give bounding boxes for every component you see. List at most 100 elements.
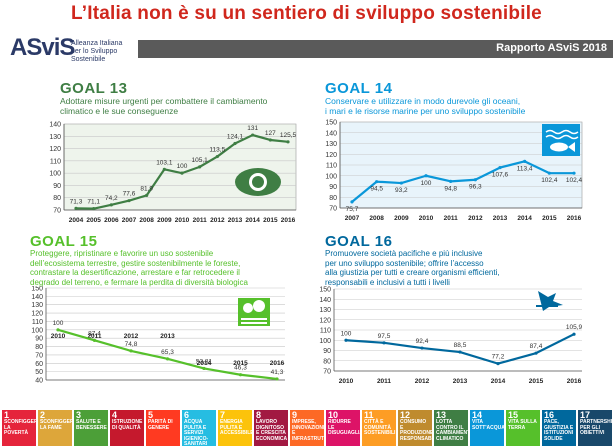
x-tick-label: 2005 [86,217,101,224]
sdg-tile: 5 PARITÀ DI GENERE [146,410,180,446]
x-tick-label: 2016 [567,215,582,222]
data-label: 71,1 [87,199,100,206]
goal16-title: GOAL 16 [325,233,393,250]
goal13-desc-line: Adottare misure urgenti per combattere i… [60,96,268,106]
data-label: 96,3 [469,184,482,191]
x-tick-label: 2014 [491,378,506,385]
sdg-label: SCONFIGGERE LA FAME [40,419,72,431]
sdg-label: CITTÀ E COMUNITÀ SOSTENIBILI [364,419,396,436]
sdg-tile: 11 CITTÀ E COMUNITÀ SOSTENIBILI [362,410,396,446]
data-point [382,341,386,345]
x-tick-label: 2007 [122,217,137,224]
sdg-number: 14 [472,410,483,420]
y-tick-label: 90 [53,183,61,190]
data-point [572,332,576,336]
tree-icon [238,298,270,326]
data-point [268,138,272,142]
fish-body [550,142,568,152]
sdg-tile: 17 PARTNERSHIP PER GLI OBIETTIVI [578,410,612,446]
goal16-chart: 70 80 90 100 110 120 130 140 150 2010 2011 2012 2013… [319,287,582,386]
x-tick-label: 2010 [339,378,354,385]
y-tick-label: 60 [35,361,43,368]
x-tick-label: 2012 [415,378,430,385]
sdg-number: 12 [400,410,411,420]
wave [545,129,579,135]
y-tick-label: 110 [50,158,61,165]
goal13-header: GOAL 13 Adottare misure urgenti per comb… [60,80,300,120]
y-tick-label: 80 [35,344,43,351]
x-tick-label: 2011 [87,333,101,340]
ground-line [241,322,267,324]
x-tick-label: 2009 [157,217,172,224]
data-point [449,179,453,183]
data-label: 105,1 [192,157,209,164]
goal15-header: GOAL 15 Proteggere, ripristinare e favor… [30,233,300,293]
data-point [92,207,96,211]
goal15-desc-line: degrado del terreno, e fermare la perdit… [30,277,248,287]
data-label: 93,2 [395,187,408,194]
data-point [424,174,428,178]
data-label: 77,6 [123,191,136,198]
tree-crown [243,303,253,313]
series-line [351,160,574,203]
y-tick-label: 120 [319,317,331,324]
x-tick-label: 2011 [193,217,207,224]
x-tick-label: 2004 [69,217,84,224]
sdg-number: 16 [544,410,555,420]
x-tick-label: 2013 [453,378,468,385]
sdg-label: RIDURRE LE DISUGUAGLIANZE [328,419,360,436]
y-tick-label: 90 [323,348,331,355]
data-label: 97,5 [378,333,391,340]
x-tick-label: 2014 [517,215,532,222]
y-tick-label: 70 [53,208,61,215]
goal15-title: GOAL 15 [30,233,98,250]
goal14-desc-line: i mari e le risorse marine per uno svilu… [325,106,526,116]
data-label: 100 [341,330,352,337]
data-point [145,193,149,197]
x-tick-label: 2016 [270,360,285,367]
dove-icon [536,291,563,311]
data-point [233,141,237,146]
x-tick-label: 2013 [160,333,175,340]
sdg-label: VITA SULLA TERRA [508,419,537,431]
data-label: 100 [421,180,432,187]
sdg-tile: 8 LAVORO DIGNITOSO E CRESCITA ECONOMICA [254,410,288,446]
data-point [275,377,279,381]
data-label: 81,9 [140,185,153,192]
x-tick-label: 2012 [210,217,225,224]
data-label: 102,4 [566,177,583,184]
sdg-number: 1 [4,410,10,420]
sdg-tile: 4 ISTRUZIONE DI QUALITÀ [110,410,144,446]
wave [545,134,579,140]
data-point [458,350,462,354]
sdg-tile: 6 ACQUA PULITA E SERVIZI IGIENICO-SANITAR… [182,410,216,446]
data-point [215,154,219,159]
data-point [523,159,527,163]
y-tick-label: 80 [53,195,61,202]
data-point [473,178,477,182]
data-point [56,328,60,332]
data-point [180,171,184,175]
y-tick-label: 150 [31,286,43,293]
branch [536,305,558,307]
y-tick-label: 120 [325,152,337,159]
data-label: 92,4 [416,338,429,345]
sdg-label: VITA SOTT'ACQUA [472,419,504,431]
data-label: 88,5 [454,342,467,349]
data-label: 74,8 [125,341,138,348]
sdg-number: 13 [436,410,447,420]
y-tick-label: 70 [323,369,331,376]
data-label: 102,4 [541,177,558,184]
data-label: 127 [265,130,276,137]
goal16-desc-line: alla giustizia per tutti e creare organi… [325,268,500,277]
data-point [109,203,113,207]
y-tick-label: 70 [35,352,43,359]
x-tick-label: 2010 [175,217,190,224]
x-tick-label: 2013 [228,217,243,224]
x-tick-label: 2014 [197,360,212,367]
data-point [198,165,202,169]
y-tick-label: 100 [49,171,61,178]
y-tick-label: 110 [32,319,43,326]
y-tick-label: 140 [49,122,61,129]
